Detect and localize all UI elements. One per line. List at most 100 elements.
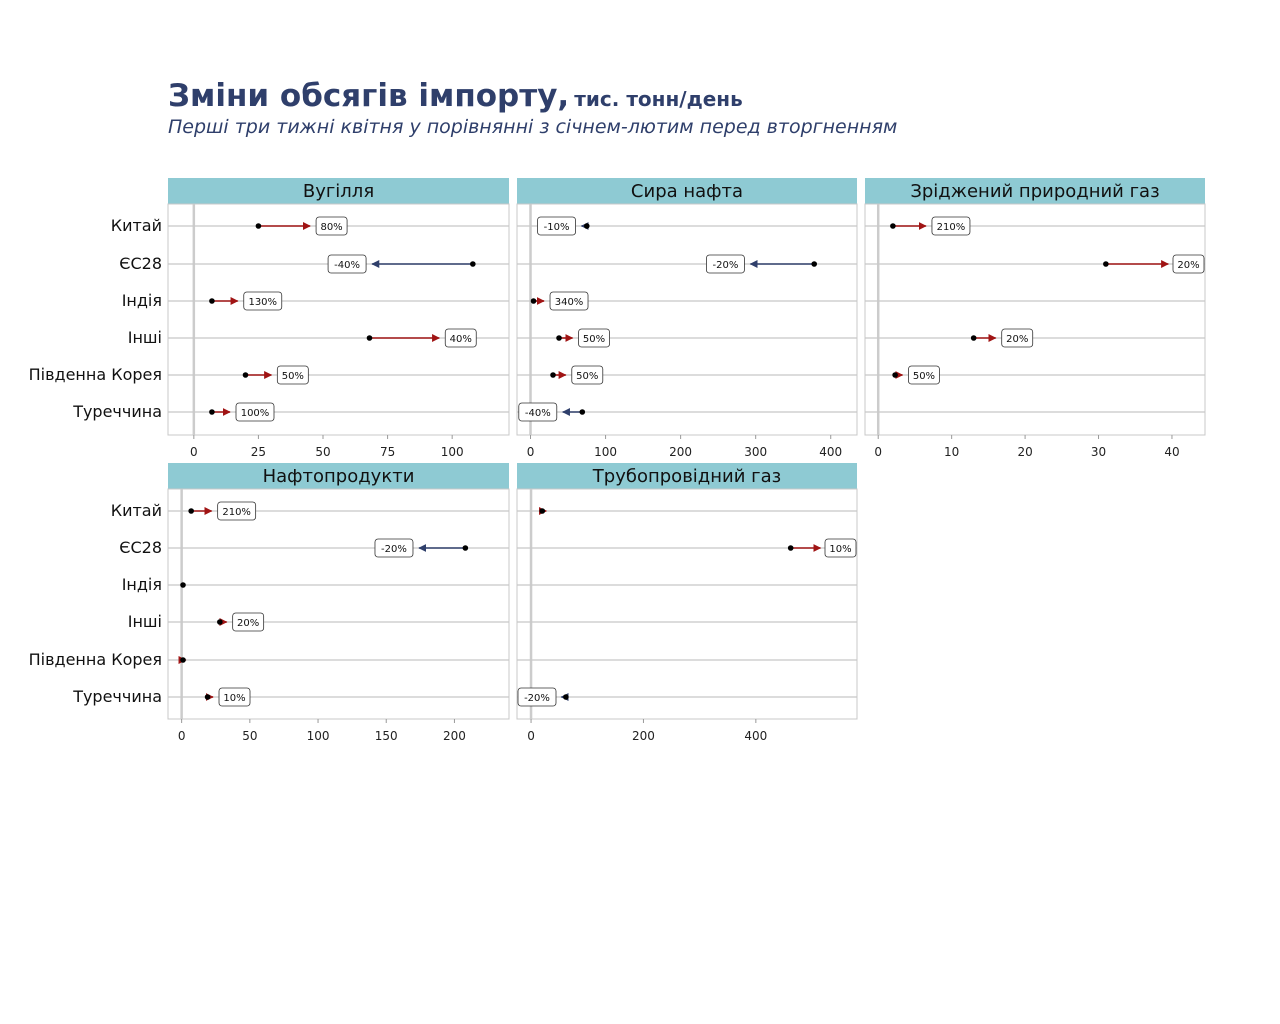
x-tick-label: 30 [1091,445,1106,459]
x-tick-label: 20 [1017,445,1032,459]
panel: Вугілля 0 25 50 75 100 80% -40% 130% 40% 50% 100% [167,178,510,459]
title-main: Зміни обсягів імпорту, [168,78,570,114]
pct-label-box [243,291,283,311]
before-point [462,545,469,551]
pct-label: -40% [525,408,551,419]
country-label: Інші [128,328,162,347]
pct-label-box [517,687,557,707]
pct-label-box [537,216,576,236]
before-point [556,335,562,341]
plot-frame [516,203,858,436]
x-tick-label: 0 [874,445,882,459]
before-point [204,694,211,700]
before-point [787,545,794,551]
pct-label: -20% [381,544,407,555]
pct-label: -20% [712,260,738,271]
x-tick-label: 300 [744,445,767,459]
x-tick-label: 200 [443,729,466,743]
before-point [180,582,186,588]
country-label: Індія [122,291,162,310]
before-point [550,372,556,378]
before-point [255,223,262,229]
pct-label: 100% [241,408,270,419]
panel: Нафтопродукти 0 50 100 150 200 210% -20% 20% 10% [167,463,510,743]
pct-label-box [706,254,745,274]
plot-frame [864,203,1206,436]
pct-label-box [549,291,589,311]
panel-strip [517,178,857,204]
pct-label: 20% [237,618,259,629]
before-point [180,657,186,663]
pct-label: 130% [248,297,277,308]
panel-title: Зріджений природний газ [910,181,1159,202]
panel-strip [168,178,509,204]
pct-label-box [571,365,604,385]
pct-label-box [217,501,257,521]
pct-label: 50% [576,371,598,382]
x-tick-label: 200 [632,729,655,743]
pct-label: 20% [1006,334,1028,345]
panel: Зріджений природний газ 0 10 20 30 40 210% 20% 2… [864,178,1206,459]
plot-frame [516,488,858,720]
panel-strip [865,178,1205,204]
panel-title: Вугілля [303,181,374,202]
panel-title: Сира нафта [631,181,743,202]
pct-label-box [374,538,414,558]
x-tick-label: 0 [527,445,535,459]
pct-label: 50% [282,371,304,382]
x-tick-label: 50 [242,729,257,743]
pct-label: 20% [1177,260,1199,271]
country-label: Інші [128,612,162,631]
plot-frame [167,488,510,720]
country-label: Південна Корея [29,650,162,669]
x-tick-label: 400 [819,445,842,459]
panel: Трубопровідний газ 0 200 400 10% -20% [516,463,858,743]
x-tick-label: 0 [178,729,186,743]
pct-label-box [824,538,857,558]
country-label: ЄС28 [119,254,162,273]
x-tick-label: 100 [594,445,617,459]
x-tick-label: 10 [944,445,959,459]
country-label: Китай [111,216,162,235]
pct-label: 340% [555,297,584,308]
x-tick-label: 400 [744,729,767,743]
pct-label-box [908,365,940,385]
pct-label: -10% [544,222,570,233]
pct-label-box [1001,328,1034,348]
pct-label-box [931,216,971,236]
pct-label-box [315,216,348,236]
title-block: Зміни обсягів імпорту, тис. тонн/день Пе… [168,78,1228,138]
pct-label-box [1172,254,1205,274]
x-tick-label: 50 [315,445,330,459]
before-point [892,372,898,378]
before-point [530,298,537,304]
country-label: ЄС28 [119,538,162,557]
pct-label: 210% [937,222,966,233]
pct-label-box [578,328,610,348]
pct-label-box [235,402,275,422]
before-point [890,223,896,229]
pct-label: 10% [829,544,851,555]
x-tick-label: 100 [441,445,464,459]
country-label: Туреччина [72,402,162,421]
before-point [970,335,977,341]
pct-label-box [232,612,265,632]
country-label: Китай [111,501,162,520]
before-point [584,223,590,229]
x-tick-label: 25 [251,445,266,459]
panel-title: Трубопровідний газ [592,466,781,487]
before-point [188,508,194,514]
country-label: Туреччина [72,687,162,706]
before-point [209,409,215,415]
before-point [366,335,373,341]
before-point [811,261,818,267]
pct-label: 40% [450,334,472,345]
page-title: Зміни обсягів імпорту, тис. тонн/день [168,78,1228,114]
x-tick-label: 40 [1164,445,1179,459]
x-tick-label: 200 [669,445,692,459]
x-tick-label: 0 [190,445,198,459]
pct-label: -20% [524,693,550,704]
before-point [217,619,223,625]
before-point [539,508,546,514]
x-tick-label: 100 [307,729,330,743]
